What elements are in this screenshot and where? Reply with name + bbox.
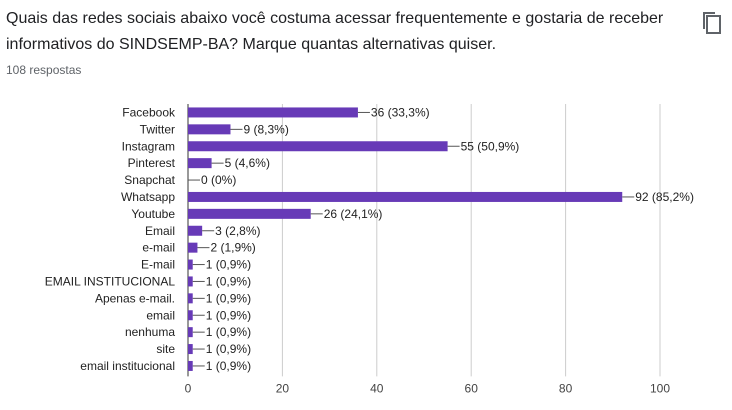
data-label: 1 (0,9%) [206,359,251,373]
category-label: e-mail [142,241,175,255]
data-label: 1 (0,9%) [206,291,251,305]
category-label: Snapchat [124,173,175,187]
bar [188,360,193,371]
data-label: 1 (0,9%) [206,308,251,322]
data-label: 92 (85,2%) [635,190,694,204]
category-label: nenhuma [125,325,175,339]
bar [188,276,193,287]
category-label: Twitter [140,122,175,136]
data-label: 36 (33,3%) [371,105,430,119]
bar [188,259,193,270]
bar [188,344,193,355]
data-label: 1 (0,9%) [206,274,251,288]
x-tick-label: 40 [370,381,384,395]
data-label: 55 (50,9%) [461,139,520,153]
bar [188,327,193,338]
data-label: 1 (0,9%) [206,325,251,339]
bar [188,158,212,169]
data-label: 3 (2,8%) [215,224,260,238]
bar [188,191,623,202]
bar [188,208,311,219]
category-label: Apenas e-mail. [95,291,175,305]
category-label: E-mail [141,258,175,272]
category-label: email institucional [80,359,175,373]
bar [188,124,231,135]
x-tick-label: 60 [465,381,479,395]
category-label: Pinterest [128,156,176,170]
data-label: 1 (0,9%) [206,258,251,272]
x-tick-label: 80 [559,381,573,395]
bar [188,310,193,321]
x-tick-label: 0 [185,381,192,395]
data-label: 0 (0%) [201,173,236,187]
bar [188,293,193,304]
copy-icon[interactable] [700,10,724,36]
data-label: 2 (1,9%) [210,241,255,255]
x-tick-label: 100 [650,381,670,395]
category-label: Facebook [122,105,176,119]
bar [188,107,358,118]
question-title: Quais das redes sociais abaixo você cost… [6,10,664,53]
category-label: Email [145,224,175,238]
response-count: 108 respostas [6,63,82,77]
category-label: site [156,342,175,356]
category-label: Instagram [122,139,175,153]
bar [188,141,448,152]
bar [188,225,203,236]
data-label: 26 (24,1%) [324,207,383,221]
data-label: 5 (4,6%) [225,156,270,170]
data-label: 9 (8,3%) [243,122,288,136]
category-label: Youtube [131,207,175,221]
category-label: email [146,308,175,322]
x-tick-label: 20 [276,381,290,395]
category-label: Whatsapp [121,190,175,204]
bar [188,242,198,253]
data-label: 1 (0,9%) [206,342,251,356]
category-label: EMAIL INSTITUCIONAL [45,274,176,288]
